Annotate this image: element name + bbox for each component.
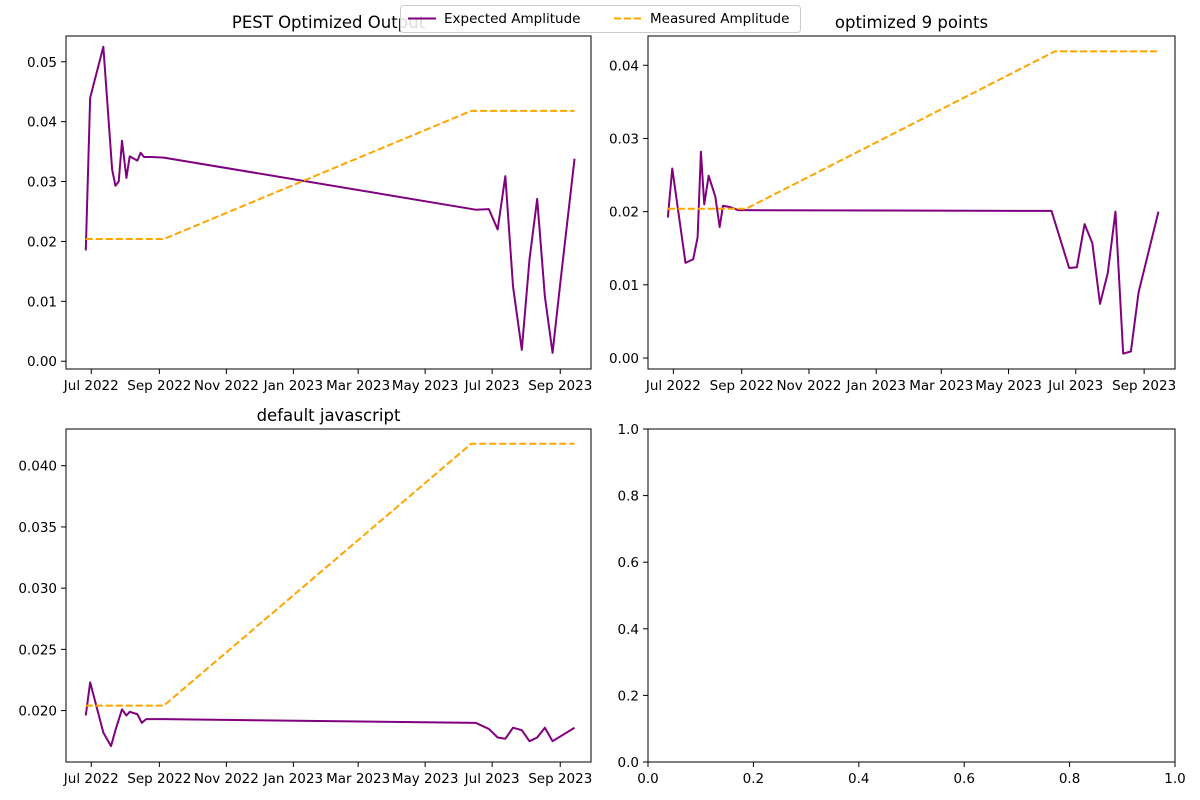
- x-tick-label: 1.0: [1164, 771, 1185, 787]
- x-tick-label: Jul 2022: [645, 378, 701, 394]
- axes-frame: [647, 35, 1176, 370]
- legend-box: [400, 5, 801, 33]
- x-tick-label: Jan 2023: [263, 378, 323, 394]
- x-tick-label: Nov 2022: [194, 771, 259, 787]
- x-tick-label: Mar 2023: [326, 771, 390, 787]
- y-tick-label: 1.0: [618, 422, 639, 438]
- x-tick-label: 0.0: [637, 771, 658, 787]
- y-tick-label: 0.01: [609, 278, 639, 294]
- y-tick-label: 0.04: [27, 115, 57, 131]
- axes-frame: [65, 428, 592, 763]
- y-tick-label: 0.0: [618, 755, 639, 771]
- x-tick-label: Sep 2022: [127, 378, 191, 394]
- series-line-measured-amplitude: [85, 442, 575, 707]
- x-tick-label: Mar 2023: [909, 378, 973, 394]
- y-tick-label: 0.00: [609, 351, 639, 367]
- subplot-4: 0.0 0.2 0.4 0.6 0.8 1.0 0.0 0.2 0.4 0.6 0.8 1.0: [618, 422, 1186, 787]
- x-tick-label: Sep 2023: [528, 378, 592, 394]
- chart-title: optimized 9 points: [835, 13, 988, 32]
- y-tick-label: 0.2: [618, 688, 639, 704]
- y-tick-label: 0.03: [27, 175, 57, 191]
- x-tick-label: 0.8: [1059, 771, 1080, 787]
- y-tick-label: 0.6: [618, 555, 639, 571]
- legend-label: Measured Amplitude: [650, 11, 789, 27]
- x-tick-label: May 2023: [975, 378, 1042, 394]
- x-tick-label: Jul 2022: [63, 378, 119, 394]
- y-tick-label: 0.035: [18, 520, 57, 536]
- x-tick-label: Sep 2022: [127, 771, 191, 787]
- x-tick-label: Sep 2022: [710, 378, 774, 394]
- chart-title: PEST Optimized Output: [232, 13, 426, 32]
- y-tick-label: 0.025: [18, 642, 57, 658]
- x-tick-label: 0.2: [743, 771, 764, 787]
- x-tick-label: May 2023: [392, 771, 459, 787]
- y-tick-label: 0.00: [27, 354, 57, 370]
- x-tick-label: Jan 2023: [263, 771, 323, 787]
- x-tick-label: Mar 2023: [326, 378, 390, 394]
- x-tick-label: Jan 2023: [845, 378, 905, 394]
- y-tick-label: 0.8: [618, 489, 639, 505]
- x-tick-label: Jul 2022: [63, 771, 119, 787]
- y-tick-label: 0.040: [18, 459, 57, 475]
- subplot-2: Jul 2022 Sep 2022 Nov 2022 Jan 2023 Mar 2023…: [609, 13, 1176, 394]
- y-tick-label: 0.020: [18, 704, 57, 720]
- x-tick-label: Sep 2023: [1112, 378, 1176, 394]
- axes-frame: [647, 428, 1176, 763]
- x-tick-label: Nov 2022: [194, 378, 259, 394]
- x-tick-label: May 2023: [392, 378, 459, 394]
- series-line-expected-amplitude: [84, 681, 576, 748]
- subplot-3: Jul 2022 Sep 2022 Nov 2022 Jan 2023 Mar 2023…: [18, 406, 592, 787]
- y-tick-label: 0.03: [609, 131, 639, 147]
- y-tick-label: 0.01: [27, 294, 57, 310]
- chart-title: default javascript: [257, 406, 401, 425]
- x-tick-label: 0.6: [953, 771, 974, 787]
- legend-label: Expected Amplitude: [444, 11, 580, 27]
- x-tick-label: 0.4: [848, 771, 869, 787]
- x-tick-label: Jul 2023: [464, 771, 520, 787]
- series-line-measured-amplitude: [85, 109, 575, 241]
- y-tick-label: 0.4: [618, 622, 639, 638]
- x-tick-label: Jul 2023: [464, 378, 520, 394]
- axes-frame: [65, 35, 592, 370]
- series-line-expected-amplitude: [84, 45, 576, 354]
- x-tick-label: Sep 2023: [528, 771, 592, 787]
- x-tick-label: Jul 2023: [1047, 378, 1103, 394]
- legend: Expected Amplitude Measured Amplitude: [400, 5, 801, 33]
- y-tick-label: 0.030: [18, 581, 57, 597]
- y-tick-label: 0.02: [609, 205, 639, 221]
- y-tick-label: 0.05: [27, 55, 57, 71]
- y-tick-label: 0.02: [27, 234, 57, 250]
- x-tick-label: Nov 2022: [776, 378, 841, 394]
- subplot-1: Jul 2022 Sep 2022 Nov 2022 Jan 2023 Mar 2023…: [27, 13, 592, 394]
- y-tick-label: 0.04: [609, 58, 639, 74]
- series-line-expected-amplitude: [666, 150, 1160, 355]
- series-line-measured-amplitude: [667, 50, 1159, 210]
